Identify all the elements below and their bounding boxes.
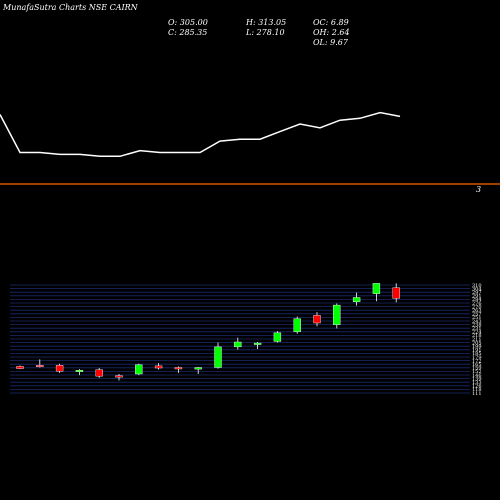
candle-body-up: [135, 364, 143, 375]
y-tick-label: 185: [472, 351, 482, 357]
y-tick-label: 159: [472, 366, 482, 372]
candle: [36, 359, 44, 368]
candle-body-up: [333, 304, 341, 325]
y-tick-label: 243: [472, 319, 482, 325]
chart-title: MunafaSutra Charts NSE CAIRN: [2, 3, 139, 12]
candle-body-down: [16, 366, 24, 369]
y-tick-label: 297: [472, 290, 482, 296]
y-tick-label: 251: [472, 315, 482, 321]
candle: [313, 312, 321, 327]
candle: [293, 316, 301, 334]
oh-value: OH: 2.64: [313, 28, 350, 37]
price-line: [0, 111, 401, 158]
candle-body-up: [234, 341, 242, 348]
candle-body-up: [372, 283, 381, 294]
candle: [95, 368, 103, 378]
high-value: H: 313.05: [245, 18, 286, 27]
candle-body-down: [392, 287, 400, 299]
y-tick-label: 111: [472, 391, 482, 397]
candle: [16, 365, 24, 370]
candle: [55, 363, 64, 373]
y-tick-label: 270: [472, 304, 482, 310]
y-tick-label: 152: [472, 369, 482, 375]
y-tick-label: 118: [472, 387, 482, 393]
candle: [75, 369, 84, 376]
candle-body-down: [154, 365, 163, 369]
ol-value: OL: 9.67: [313, 38, 349, 47]
candle: [194, 366, 202, 375]
y-tick-label: 165: [472, 362, 482, 368]
candle: [352, 292, 361, 306]
candle: [253, 341, 262, 350]
candle: [115, 374, 123, 381]
candle-body-up: [194, 367, 202, 370]
oc-value: OC: 6.89: [313, 18, 349, 27]
y-tick-label: 231: [472, 326, 482, 332]
y-tick-label: 224: [472, 330, 482, 336]
y-tick-label: 172: [472, 358, 482, 364]
open-value: O: 305.00: [168, 18, 208, 27]
y-tick-label: 126: [472, 384, 482, 390]
candle: [234, 337, 242, 350]
candle-body-down: [313, 315, 321, 324]
candle: [333, 303, 341, 329]
y-tick-label: 276: [472, 301, 482, 307]
candle: [154, 363, 163, 370]
y-tick-label: 191: [472, 348, 482, 354]
close-value: C: 285.35: [168, 28, 207, 37]
candle: [372, 283, 381, 302]
y-tick-label: 218: [472, 333, 482, 339]
y-tick-label: 304: [472, 286, 482, 292]
candle: [135, 363, 143, 376]
candle-body-down: [174, 367, 183, 370]
y-tick-label: 310: [472, 283, 482, 289]
y-tick-label: 146: [472, 373, 482, 379]
y-tick-label: 284: [472, 297, 482, 303]
candle-grid: [10, 284, 470, 394]
candle-body-down: [55, 365, 64, 372]
y-tick-label: 179: [472, 355, 482, 361]
low-value: L: 278.10: [245, 28, 285, 37]
y-tick-label: 211: [472, 337, 482, 343]
candle-body-up: [352, 297, 361, 303]
y-tick-label: 257: [472, 312, 482, 318]
candle: [273, 331, 282, 343]
candle: [392, 283, 400, 303]
y-tick-label: 205: [472, 340, 482, 346]
candle-body-down: [36, 365, 44, 368]
candle-body-up: [293, 318, 301, 332]
y-tick-label: 291: [472, 294, 482, 300]
candle: [174, 366, 183, 373]
y-tick-label: 238: [472, 322, 482, 328]
y-tick-label: 139: [472, 376, 482, 382]
candle-body-down: [95, 369, 103, 377]
candle-body-up: [273, 332, 282, 342]
candle-body-up: [253, 342, 262, 345]
candle-body-down: [115, 375, 123, 378]
candle-series: [16, 283, 400, 381]
y-tick-label: 199: [472, 344, 482, 350]
candle: [214, 342, 222, 369]
y-tick-label: 133: [472, 380, 482, 386]
y-axis-ticks: 3103042972912842762702632572512432382312…: [472, 283, 482, 397]
candle-body-up: [214, 346, 222, 368]
y-tick-label: 263: [472, 308, 482, 314]
candle-body-up: [75, 370, 84, 372]
divider-label: 3: [476, 185, 481, 194]
line-series: [0, 111, 401, 158]
